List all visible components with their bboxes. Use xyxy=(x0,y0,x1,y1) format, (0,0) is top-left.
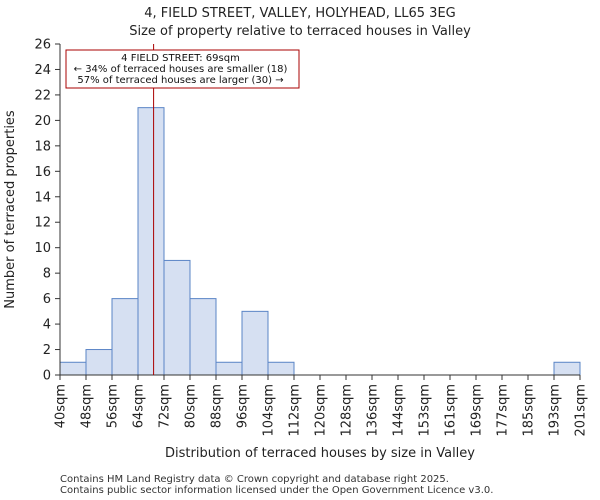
x-tick-label: 112sqm xyxy=(288,384,303,437)
annotation-line: 57% of terraced houses are larger (30) → xyxy=(77,75,283,86)
y-tick-label: 10 xyxy=(34,241,51,256)
annotation-line: 4 FIELD STREET: 69sqm xyxy=(121,53,240,64)
histogram-bar xyxy=(553,361,581,376)
y-tick-label: 14 xyxy=(34,190,51,205)
x-tick-label: 96sqm xyxy=(236,384,251,428)
x-tick-label: 48sqm xyxy=(80,384,95,428)
histogram-bar xyxy=(241,310,269,376)
x-tick-label: 153sqm xyxy=(418,384,433,437)
histogram-bar xyxy=(59,361,87,376)
marker-layer: 4 FIELD STREET: 69sqm← 34% of terraced h… xyxy=(65,44,300,375)
histogram-bar xyxy=(85,349,113,376)
y-tick-label: 12 xyxy=(34,216,51,231)
histogram-bar xyxy=(215,361,243,376)
y-tick-label: 26 xyxy=(34,38,51,53)
axes-layer xyxy=(55,43,581,380)
x-tick-label: 64sqm xyxy=(132,384,147,428)
chart-title: 4, FIELD STREET, VALLEY, HOLYHEAD, LL65 … xyxy=(144,6,456,21)
x-tick-label: 136sqm xyxy=(366,384,381,437)
x-tick-label: 104sqm xyxy=(262,384,277,437)
histogram-bar xyxy=(163,259,191,376)
y-tick-label: 2 xyxy=(43,343,51,358)
x-axis-title: Distribution of terraced houses by size … xyxy=(165,446,475,461)
x-tick-label: 169sqm xyxy=(470,384,485,437)
bars-layer xyxy=(59,107,581,376)
histogram-bar xyxy=(137,107,165,376)
x-tick-label: 193sqm xyxy=(548,384,563,437)
y-tick-label: 4 xyxy=(43,318,51,333)
y-tick-label: 24 xyxy=(34,63,51,78)
chart-subtitle: Size of property relative to terraced ho… xyxy=(129,24,471,39)
y-axis-title: Number of terraced properties xyxy=(3,110,18,309)
x-tick-label: 144sqm xyxy=(392,384,407,437)
x-tick-label: 185sqm xyxy=(522,384,537,437)
y-tick-label: 16 xyxy=(34,165,51,180)
y-tick-label: 20 xyxy=(34,114,51,129)
x-tick-label: 128sqm xyxy=(340,384,355,437)
x-tick-label: 40sqm xyxy=(54,384,69,428)
x-tick-label: 161sqm xyxy=(444,384,459,437)
x-tick-label: 201sqm xyxy=(574,384,589,437)
y-tick-label: 0 xyxy=(43,369,51,384)
y-tick-label: 18 xyxy=(34,139,51,154)
annotation-line: ← 34% of terraced houses are smaller (18… xyxy=(74,64,288,75)
histogram-bar xyxy=(189,298,217,376)
x-tick-label: 72sqm xyxy=(158,384,173,428)
histogram-bar xyxy=(267,361,295,376)
x-tick-label: 88sqm xyxy=(210,384,225,428)
annotation-box xyxy=(65,49,300,89)
x-tick-label: 177sqm xyxy=(496,384,511,437)
histogram-bar xyxy=(111,298,139,376)
footer-copyright: Contains HM Land Registry data © Crown c… xyxy=(60,474,449,485)
x-tick-label: 56sqm xyxy=(106,384,121,428)
y-tick-label: 22 xyxy=(34,88,51,103)
y-tick-label: 6 xyxy=(43,292,51,307)
footer-licence: Contains public sector information licen… xyxy=(60,485,494,496)
x-tick-label: 120sqm xyxy=(314,384,329,437)
y-tick-label: 8 xyxy=(43,267,51,282)
x-tick-label: 80sqm xyxy=(184,384,199,428)
